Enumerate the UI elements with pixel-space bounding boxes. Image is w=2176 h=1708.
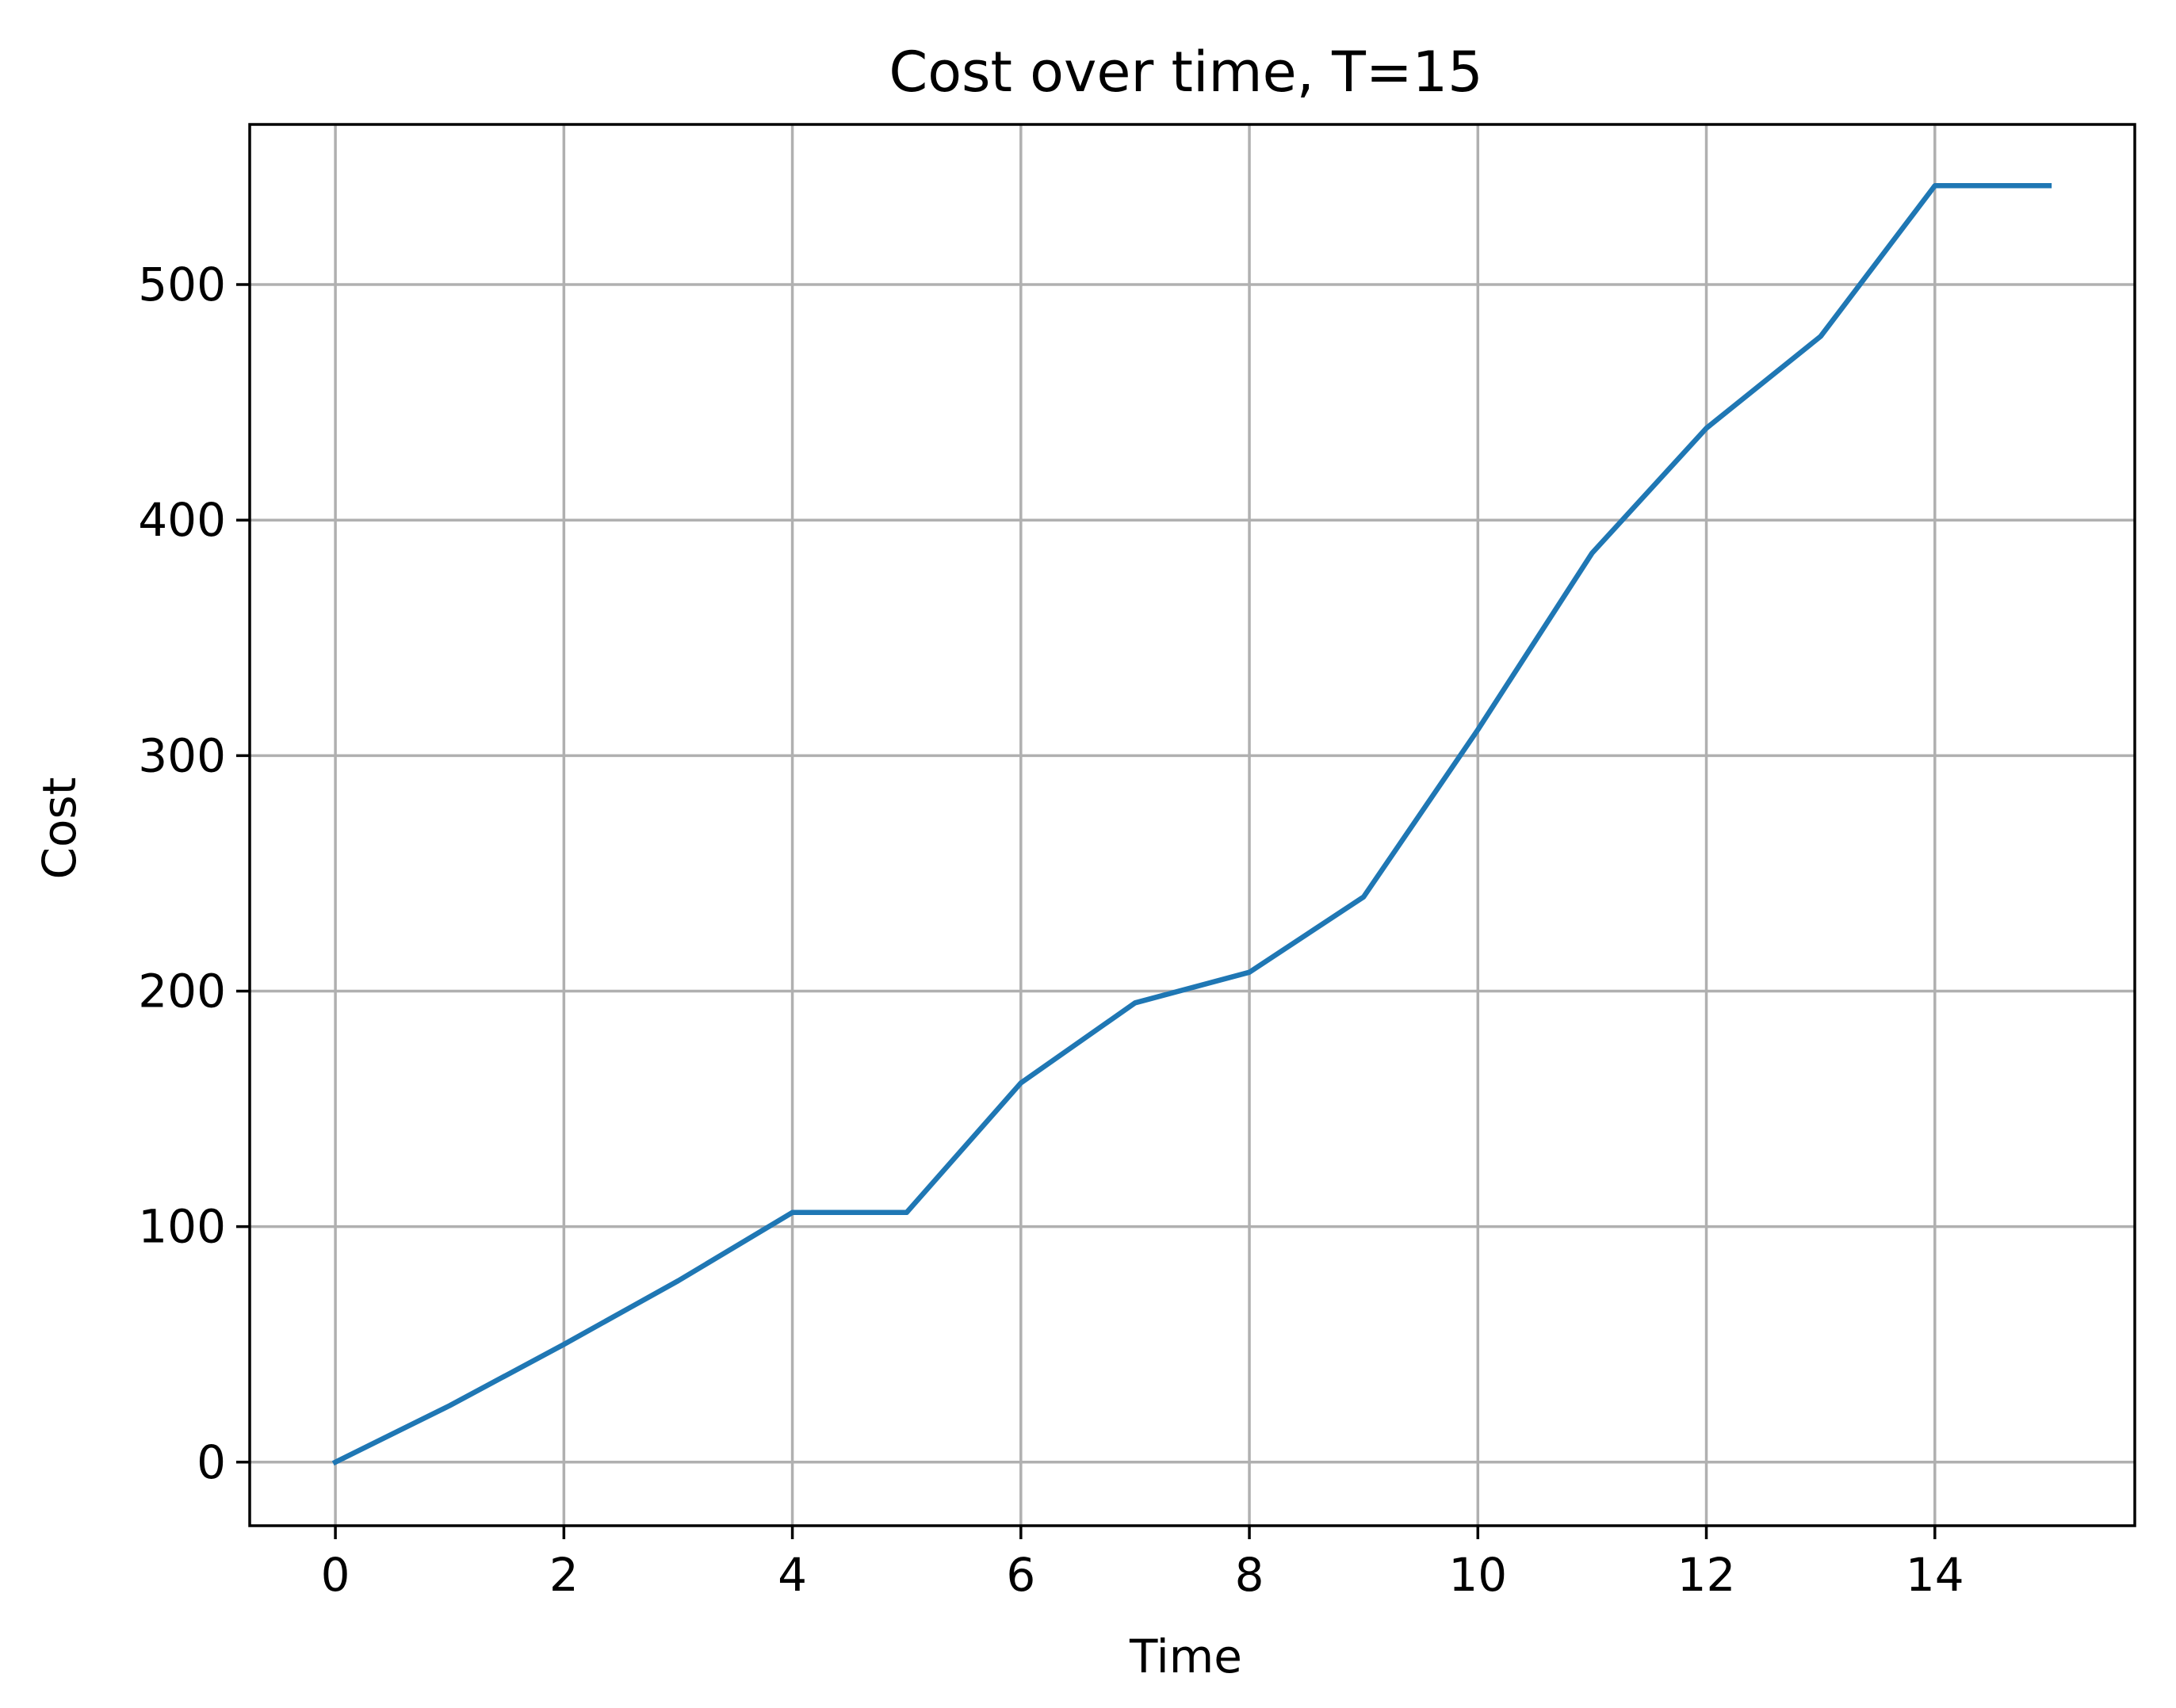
- series-line: [331, 183, 2052, 1466]
- x-tick-label: 2: [549, 1548, 579, 1602]
- y-axis-label: Cost: [33, 778, 86, 880]
- x-tick-label: 10: [1448, 1548, 1507, 1602]
- grid-layer: [250, 124, 2135, 1526]
- x-tick-label: 6: [1006, 1548, 1035, 1602]
- ticks-layer: 0 2 4 6 8 10 12 14 0 100 200 300 400 500: [138, 258, 1964, 1602]
- series-layer: [331, 183, 2052, 1466]
- y-tick-label: 0: [197, 1435, 226, 1489]
- x-tick-label: 8: [1235, 1548, 1264, 1602]
- y-tick-label: 400: [138, 493, 226, 547]
- x-tick-label: 12: [1677, 1548, 1736, 1602]
- x-tick-label: 0: [321, 1548, 350, 1602]
- plot-frame: [248, 123, 2136, 1527]
- y-tick-label: 200: [138, 964, 226, 1018]
- y-tick-label: 500: [138, 258, 226, 311]
- chart-title: Cost over time, T=15: [889, 40, 1482, 105]
- axes-layer: [248, 123, 2136, 1527]
- y-tick-label: 300: [138, 728, 226, 782]
- x-tick-label: 14: [1906, 1548, 1964, 1602]
- x-tick-label: 4: [778, 1548, 807, 1602]
- x-axis-label: Time: [1129, 1630, 1242, 1683]
- y-tick-label: 100: [138, 1200, 226, 1254]
